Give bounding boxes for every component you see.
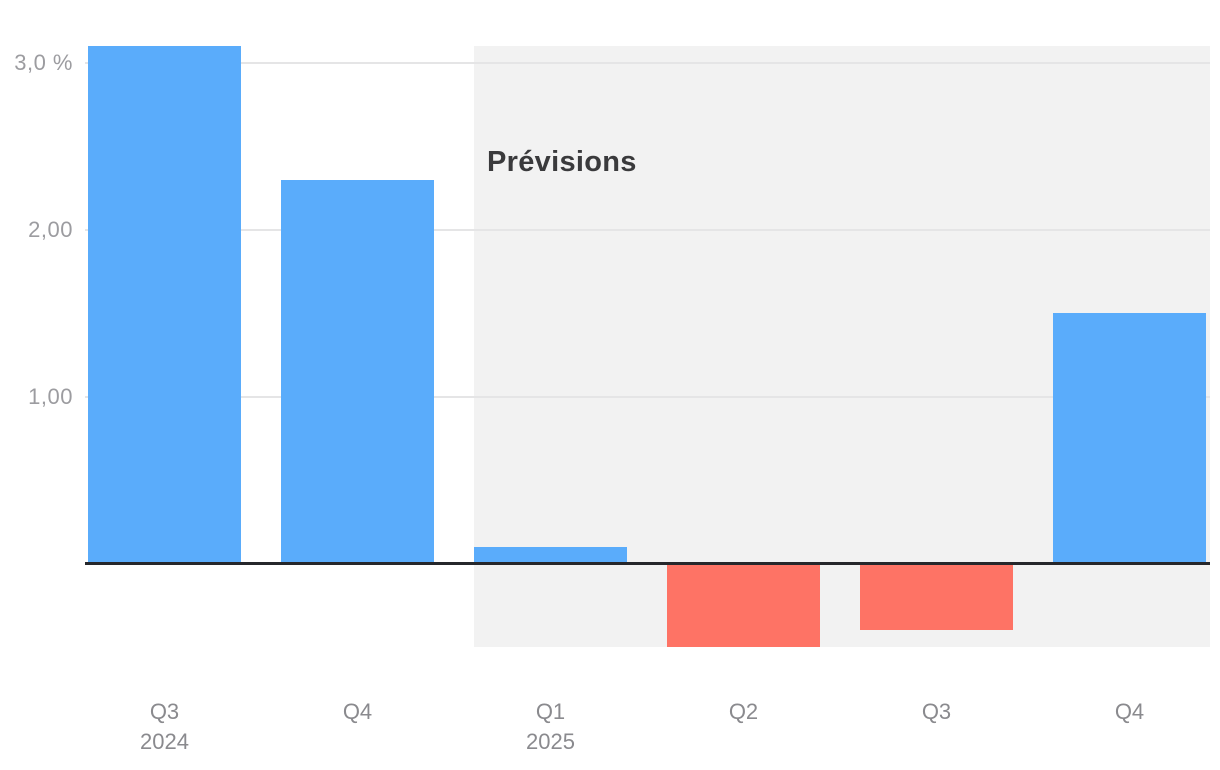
bar-q2-2025 — [667, 563, 820, 647]
bar-q4-2024 — [281, 179, 434, 565]
x-tick-label-q3-2025: Q3 — [921, 699, 952, 724]
gridline-30 — [85, 61, 1210, 64]
x-year-label-2024: 2024 — [140, 729, 189, 754]
y-tick-label: 3,0 % — [14, 49, 73, 75]
zero-baseline — [85, 562, 1210, 566]
gridline-200 — [85, 228, 1210, 231]
x-tick-label-q4-2025: Q4 — [1114, 699, 1145, 724]
y-tick-label: 1,00 — [28, 383, 73, 409]
gridline-100 — [85, 395, 1210, 398]
bar-q4-2025 — [1053, 313, 1206, 565]
x-tick-label-q4-2024: Q4 — [342, 699, 373, 724]
bar-q3-2024 — [88, 46, 241, 565]
x-tick-label-q2-2025: Q2 — [728, 699, 759, 724]
bar-q3-2025 — [860, 563, 1013, 631]
y-tick-label: 2,00 — [28, 216, 73, 242]
x-year-label-2025: 2025 — [526, 729, 575, 754]
x-tick-label-q3-2024: Q3 — [149, 699, 180, 724]
plot-area — [85, 46, 1210, 647]
x-tick-label-q1-2025: Q1 — [535, 699, 566, 724]
bar-q1-2025 — [474, 546, 627, 565]
forecast-annotation-label: Prévisions — [487, 146, 637, 178]
